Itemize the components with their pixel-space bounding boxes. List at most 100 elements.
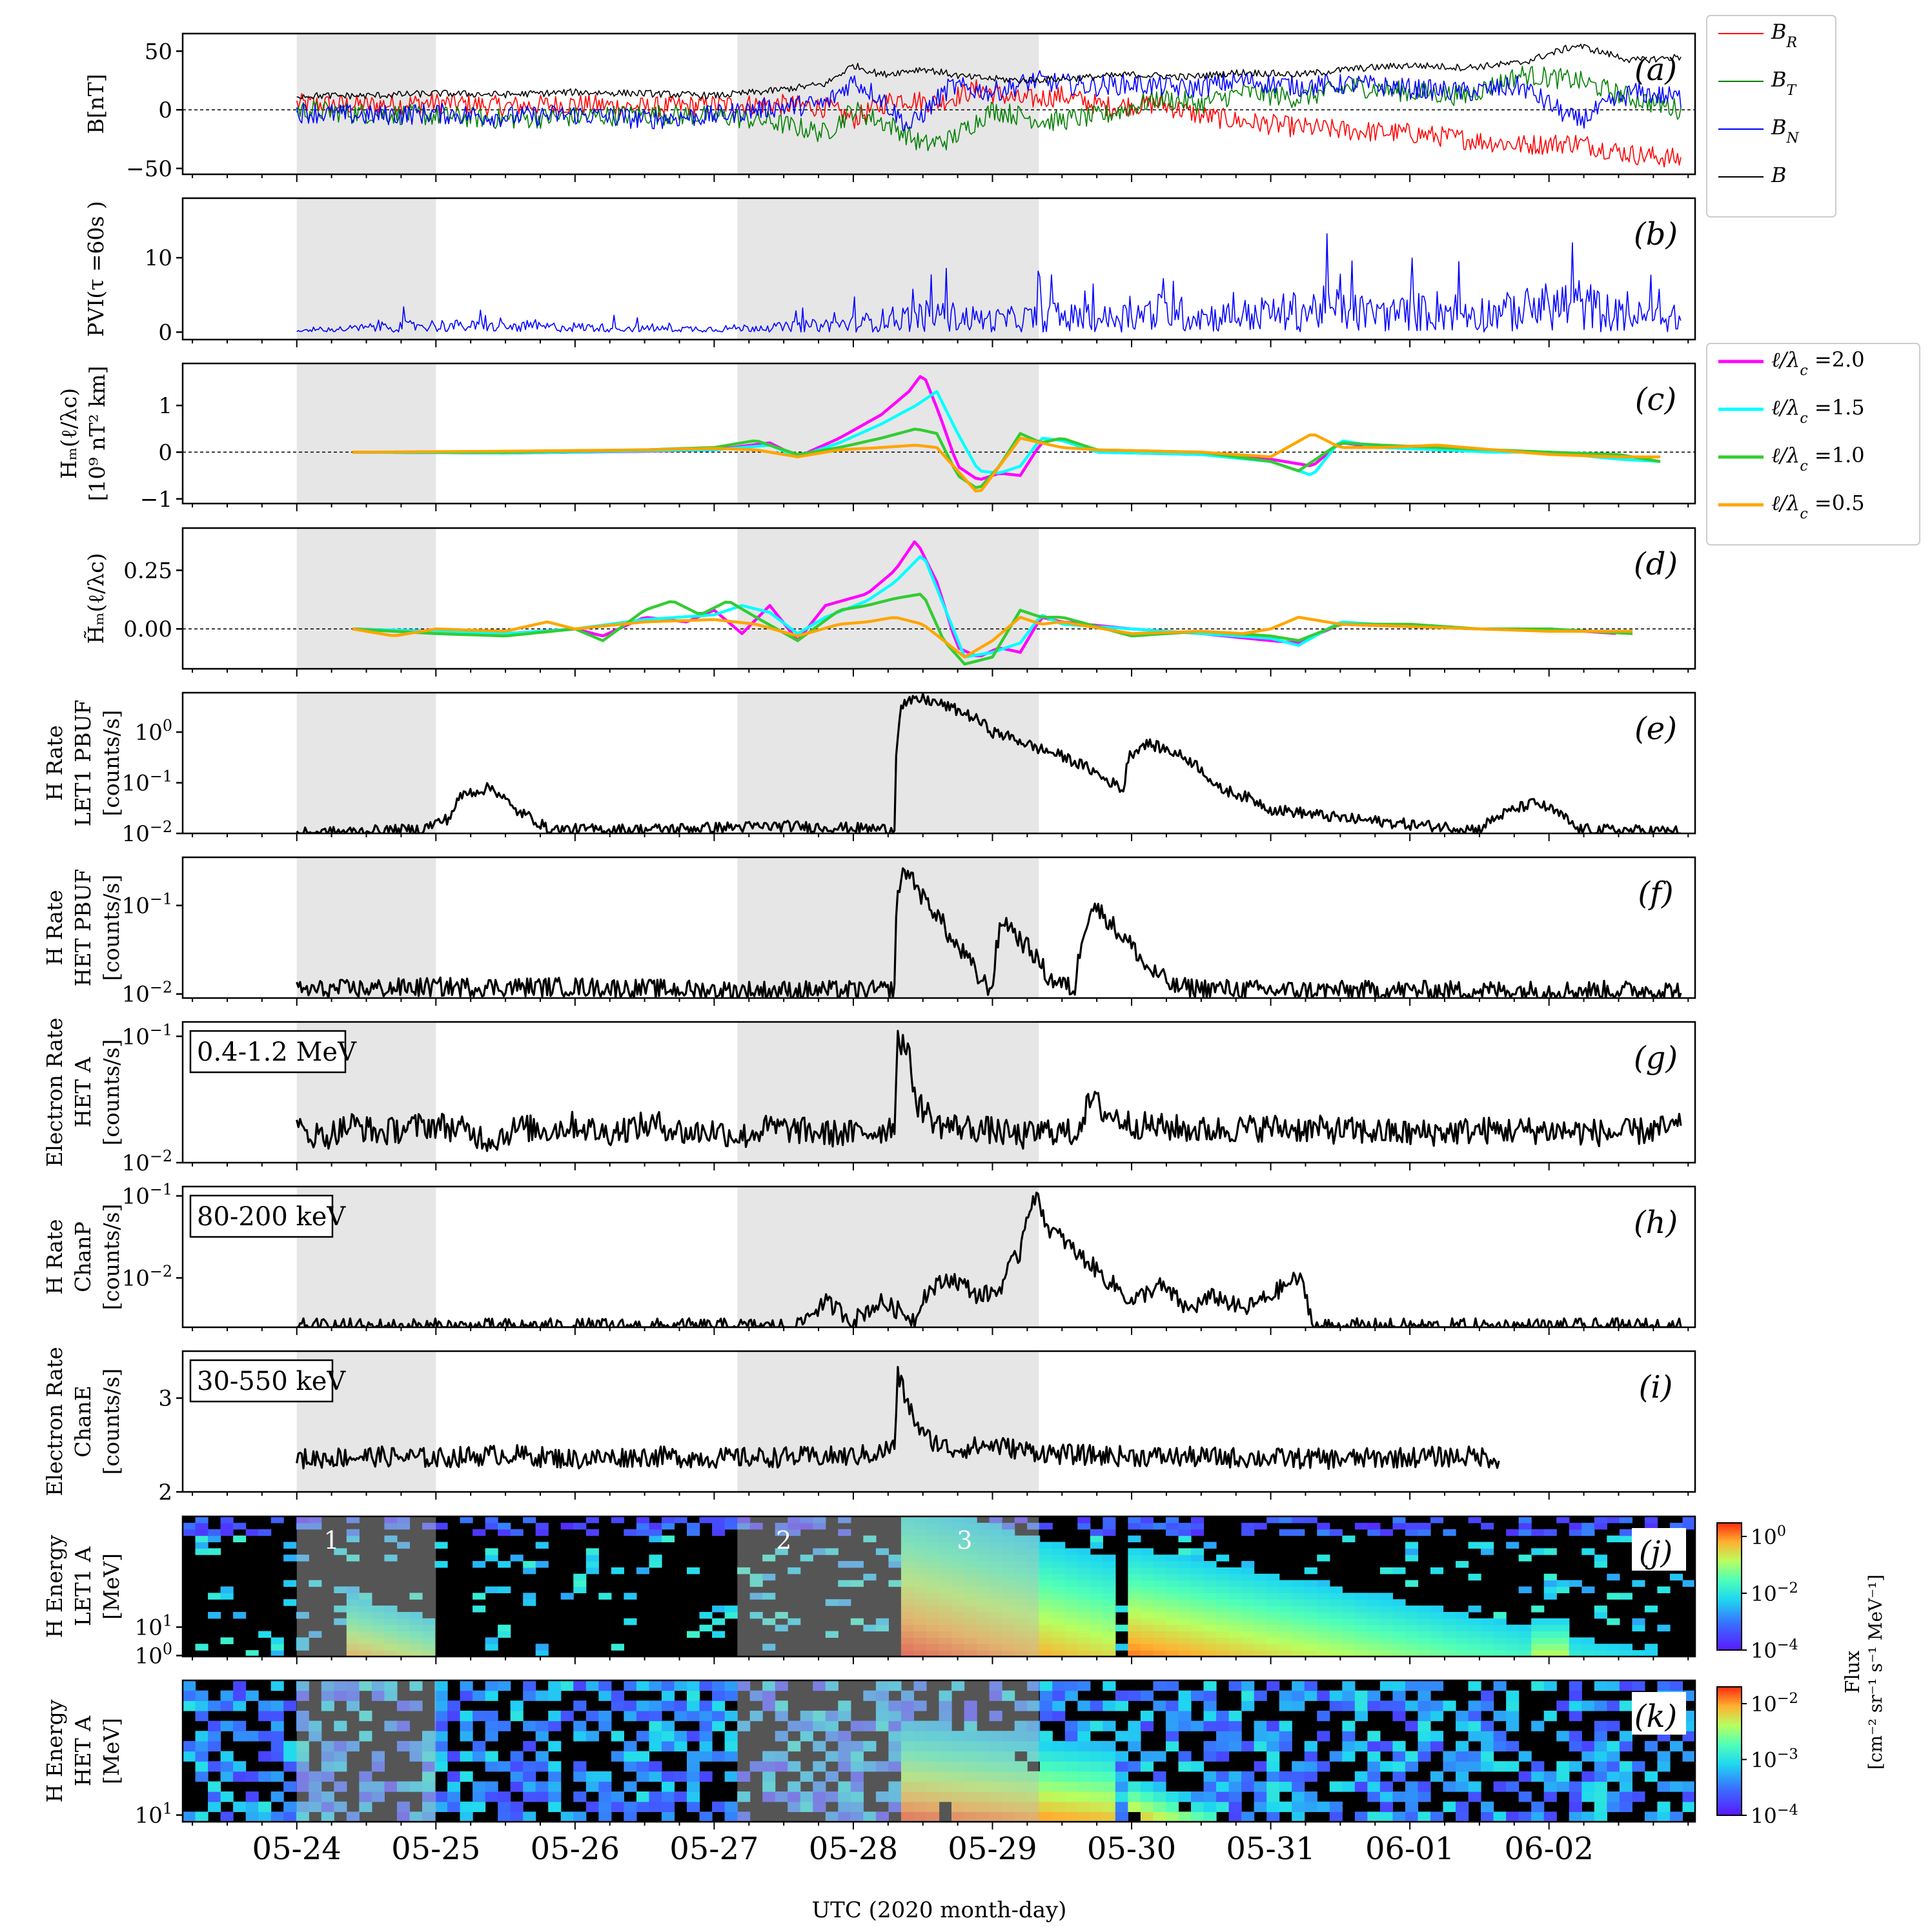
heatmap-cell bbox=[321, 1791, 334, 1802]
heatmap-cell bbox=[1379, 1611, 1393, 1619]
heatmap-cell bbox=[1153, 1611, 1166, 1619]
heatmap-cell bbox=[977, 1611, 990, 1619]
heatmap-cell bbox=[1014, 1637, 1028, 1644]
heatmap-cell bbox=[1481, 1637, 1494, 1644]
heatmap-cell bbox=[699, 1720, 713, 1731]
heatmap-cell bbox=[270, 1710, 284, 1722]
heatmap-cell bbox=[1329, 1611, 1343, 1619]
heatmap-cell bbox=[346, 1740, 360, 1752]
heatmap-cell bbox=[1128, 1631, 1141, 1638]
heatmap-cell bbox=[1090, 1771, 1103, 1782]
heatmap-cell bbox=[800, 1791, 813, 1802]
heatmap-cell bbox=[900, 1586, 915, 1593]
heatmap-cell bbox=[712, 1631, 726, 1638]
heatmap-cell bbox=[800, 1710, 813, 1722]
heatmap-cell bbox=[1128, 1548, 1141, 1555]
heatmap-cell bbox=[926, 1650, 940, 1657]
heatmap-cell bbox=[1077, 1548, 1091, 1555]
heatmap-cell bbox=[1014, 1573, 1028, 1581]
heatmap-cell bbox=[1241, 1771, 1255, 1782]
heatmap-cell bbox=[1228, 1618, 1242, 1626]
heatmap-cell bbox=[245, 1529, 259, 1536]
heatmap-cell bbox=[1279, 1580, 1292, 1587]
colorbar-units: [cm⁻² sr⁻¹ s⁻¹ MeV⁻¹] bbox=[1865, 1575, 1886, 1769]
heatmap-cell bbox=[964, 1561, 977, 1568]
heatmap-cell bbox=[964, 1516, 977, 1524]
heatmap-cell bbox=[1254, 1720, 1267, 1731]
heatmap-cell bbox=[838, 1740, 851, 1752]
heatmap-cell bbox=[1203, 1624, 1217, 1632]
heatmap-cell bbox=[1039, 1801, 1053, 1812]
heatmap-cell bbox=[523, 1567, 536, 1575]
heatmap-cell bbox=[1165, 1522, 1179, 1530]
heatmap-cell bbox=[1644, 1606, 1658, 1613]
plot-area-c bbox=[183, 375, 1695, 493]
heatmap-cell bbox=[560, 1811, 574, 1822]
heatmap-cell bbox=[1329, 1700, 1343, 1711]
heatmap-cell bbox=[838, 1580, 851, 1587]
heatmap-cell bbox=[1140, 1761, 1154, 1772]
event-marker-2: 2 bbox=[776, 1526, 791, 1555]
heatmap-cell bbox=[1543, 1586, 1557, 1593]
heatmap-cell bbox=[1241, 1606, 1255, 1613]
heatmap-cell bbox=[1090, 1586, 1103, 1593]
heatmap-cell bbox=[1140, 1599, 1154, 1606]
heatmap-cell bbox=[220, 1751, 234, 1762]
heatmap-cell bbox=[1619, 1680, 1632, 1691]
heatmap-cell bbox=[1329, 1586, 1343, 1593]
heatmap-cell bbox=[1077, 1631, 1091, 1638]
heatmap-cell bbox=[661, 1771, 675, 1782]
heatmap-cell bbox=[1418, 1751, 1431, 1762]
shaded-interval-2 bbox=[737, 693, 1039, 833]
heatmap-cell bbox=[409, 1618, 423, 1626]
panel-frame bbox=[181, 1185, 1696, 1329]
heatmap-cell bbox=[460, 1720, 473, 1731]
heatmap-cell bbox=[1027, 1781, 1041, 1792]
heatmap-cell bbox=[1203, 1771, 1217, 1782]
heatmap-cell bbox=[825, 1599, 839, 1606]
panel-label: (c) bbox=[1635, 382, 1676, 418]
heatmap-cell bbox=[926, 1542, 940, 1549]
heatmap-cell bbox=[1607, 1771, 1620, 1782]
heatmap-cell bbox=[409, 1624, 423, 1632]
heatmap-cell bbox=[989, 1593, 1002, 1600]
heatmap-cell bbox=[485, 1555, 498, 1562]
heatmap-cell bbox=[1518, 1637, 1532, 1644]
heatmap-cell bbox=[1039, 1791, 1053, 1802]
heatmap-cell bbox=[1090, 1700, 1103, 1711]
heatmap-cell bbox=[1241, 1599, 1255, 1606]
legend-entry: ℓ/λc =1.5 bbox=[1771, 395, 1865, 427]
heatmap-cell bbox=[1064, 1606, 1078, 1613]
heatmap-cell bbox=[573, 1731, 587, 1742]
heatmap-cell bbox=[1367, 1690, 1381, 1701]
heatmap-cell bbox=[1342, 1781, 1356, 1792]
heatmap-cell bbox=[1556, 1586, 1570, 1593]
heatmap-cell bbox=[1481, 1740, 1494, 1752]
heatmap-cell bbox=[1443, 1650, 1456, 1657]
heatmap-cell bbox=[1090, 1644, 1103, 1651]
heatmap-cell bbox=[1254, 1593, 1267, 1600]
heatmap-cell bbox=[1657, 1811, 1671, 1822]
heatmap-cell bbox=[208, 1611, 221, 1619]
heatmap-cell bbox=[611, 1801, 624, 1812]
heatmap-cell bbox=[813, 1791, 826, 1802]
heatmap-cell bbox=[1228, 1791, 1242, 1802]
heatmap-cell bbox=[989, 1561, 1002, 1568]
heatmap-cell bbox=[788, 1720, 801, 1731]
heatmap-cell bbox=[913, 1606, 927, 1613]
heatmap-cell bbox=[951, 1740, 965, 1752]
heatmap-cell bbox=[258, 1710, 272, 1722]
heatmap-cell bbox=[1203, 1573, 1217, 1581]
heatmap-cell bbox=[422, 1631, 436, 1638]
heatmap-cell bbox=[183, 1680, 196, 1691]
panel-label: (d) bbox=[1634, 546, 1678, 582]
heatmap-cell bbox=[951, 1637, 965, 1644]
heatmap-cell bbox=[1304, 1740, 1317, 1752]
heatmap-cell bbox=[1292, 1586, 1305, 1593]
heatmap-cell bbox=[687, 1700, 700, 1711]
heatmap-cell bbox=[1266, 1580, 1280, 1587]
heatmap-cell bbox=[1518, 1811, 1532, 1822]
heatmap-cell bbox=[1594, 1644, 1607, 1651]
heatmap-cell bbox=[1317, 1522, 1330, 1530]
heatmap-cell bbox=[913, 1650, 927, 1657]
